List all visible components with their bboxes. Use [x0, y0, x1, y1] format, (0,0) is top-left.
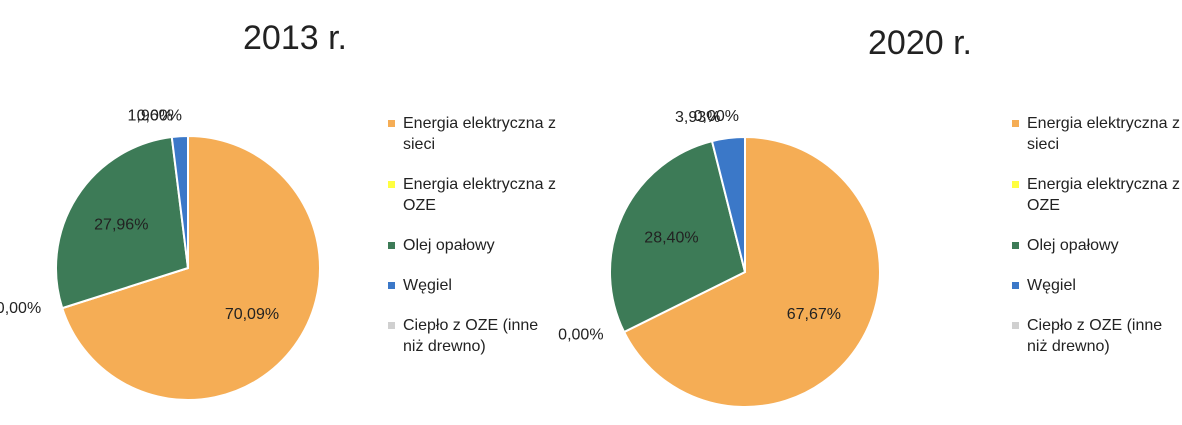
legend-label: Olej opałowy: [1027, 237, 1119, 254]
legend-item: Ciepło z OZE (inne niż drewno): [1012, 315, 1182, 357]
legend-swatch: [388, 282, 395, 289]
legend-label: Energia elektryczna z sieci: [403, 115, 556, 153]
legend-swatch: [388, 322, 395, 329]
data-label: 0,00%: [694, 108, 739, 125]
chart-title: 2013 r.: [243, 19, 347, 57]
legend-swatch: [388, 120, 395, 127]
legend: Energia elektryczna z sieci Energia elekt…: [1012, 113, 1182, 376]
legend-item: Olej opałowy: [388, 235, 558, 256]
legend-item: Energia elektryczna z OZE: [388, 174, 558, 216]
legend-label: Olej opałowy: [403, 237, 495, 254]
legend-item: Ciepło z OZE (inne niż drewno): [388, 315, 558, 357]
chart-title: 2020 r.: [868, 24, 972, 62]
legend-item: Energia elektryczna z OZE: [1012, 174, 1182, 216]
legend-swatch: [1012, 120, 1019, 127]
legend-label: Energia elektryczna z OZE: [1027, 176, 1180, 214]
legend-label: Energia elektryczna z OZE: [403, 176, 556, 214]
legend-swatch: [388, 242, 395, 249]
legend-label: Ciepło z OZE (inne niż drewno): [1027, 317, 1163, 355]
legend-label: Energia elektryczna z sieci: [1027, 115, 1180, 153]
legend-swatch: [1012, 181, 1019, 188]
legend-label: Ciepło z OZE (inne niż drewno): [403, 317, 539, 355]
data-label: 0,00%: [558, 326, 603, 343]
legend-item: Węgiel: [1012, 275, 1182, 296]
legend: Energia elektryczna z sieci Energia elekt…: [388, 113, 558, 376]
legend-swatch: [1012, 322, 1019, 329]
data-label: 70,09%: [225, 306, 279, 323]
data-label: 1,96%: [128, 108, 173, 125]
pie-slice: [609, 139, 747, 334]
legend-item: Energia elektryczna z sieci: [388, 113, 558, 155]
data-label: 27,96%: [94, 217, 148, 234]
data-label: 67,67%: [787, 306, 841, 323]
data-label: 0,00%: [0, 300, 41, 317]
pie-slice: [60, 134, 321, 401]
legend-swatch: [1012, 242, 1019, 249]
legend-swatch: [1012, 282, 1019, 289]
legend-swatch: [388, 181, 395, 188]
pie-slice: [55, 135, 190, 310]
legend-item: Olej opałowy: [1012, 235, 1182, 256]
data-label: 28,40%: [644, 229, 698, 246]
legend-label: Węgiel: [1027, 277, 1076, 294]
data-label: 0,00%: [137, 107, 182, 124]
legend-label: Węgiel: [403, 277, 452, 294]
data-label: 3,93%: [675, 109, 720, 126]
legend-item: Energia elektryczna z sieci: [1012, 113, 1182, 155]
legend-item: Węgiel: [388, 275, 558, 296]
pie-slice: [622, 135, 881, 408]
